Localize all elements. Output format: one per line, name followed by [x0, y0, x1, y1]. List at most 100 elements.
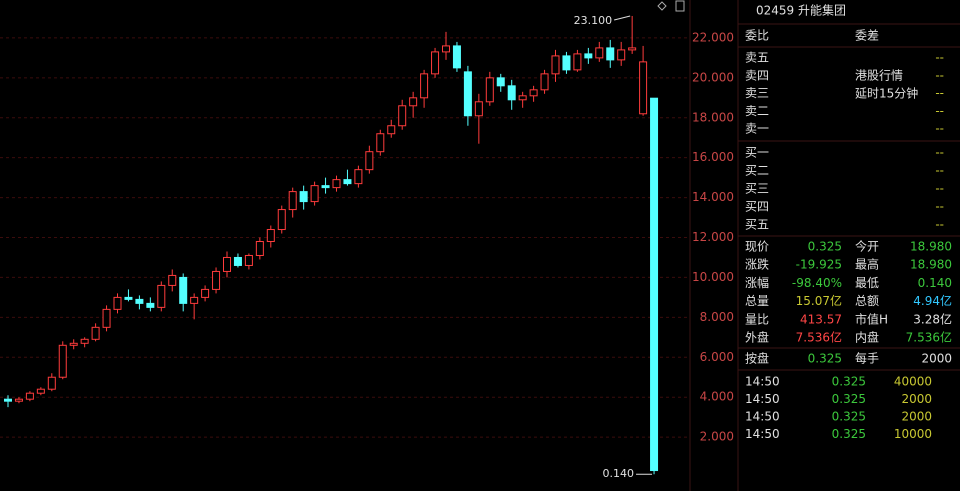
- stat-label: 市值H: [855, 311, 888, 326]
- trade-volume: 2000: [901, 392, 932, 406]
- board-value: 2000: [921, 352, 952, 366]
- candle-body: [299, 191, 308, 203]
- y-tick-label: 4.000: [700, 390, 734, 404]
- stat-value: -19.925: [796, 258, 842, 272]
- candle-body: [168, 274, 177, 286]
- annotation: 23.100: [574, 14, 613, 27]
- y-tick-label: 16.000: [692, 150, 734, 164]
- trade-volume: 40000: [894, 375, 932, 389]
- ask-value: --: [935, 122, 944, 136]
- candle-body: [420, 73, 429, 99]
- candle-body: [409, 97, 418, 107]
- stat-label: 现价: [745, 240, 769, 254]
- candle-body: [244, 254, 253, 266]
- candle-body: [69, 342, 78, 346]
- trade-time: 14:50: [745, 427, 780, 441]
- bid-value: --: [935, 164, 944, 178]
- candle-body: [573, 53, 582, 71]
- candle-body: [113, 296, 122, 310]
- stat-value: 18.980: [910, 240, 952, 254]
- candle-body: [584, 53, 593, 59]
- candle-body: [496, 77, 505, 87]
- candle-body: [157, 284, 166, 308]
- stat-value: -98.40%: [792, 276, 842, 290]
- candle-body: [442, 45, 450, 53]
- candle-body: [518, 95, 527, 101]
- stat-label: 外盘: [745, 330, 769, 345]
- quote-note: 延时15分钟: [855, 85, 918, 100]
- candle-body: [628, 47, 637, 51]
- trade-volume: 10000: [894, 427, 932, 441]
- candle-body: [650, 97, 659, 472]
- bid-value: --: [935, 182, 944, 196]
- board-value: 0.325: [808, 352, 842, 366]
- candle-body: [124, 296, 133, 300]
- y-tick-label: 14.000: [692, 190, 734, 204]
- bid-label: 买二: [745, 164, 769, 178]
- candle-body: [146, 302, 155, 308]
- bid-label: 买三: [745, 182, 769, 196]
- trade-volume: 2000: [901, 410, 932, 424]
- stat-label: 内盘: [855, 330, 879, 345]
- ask-value: --: [935, 68, 944, 82]
- bid-value: --: [935, 218, 944, 232]
- y-tick-label: 2.000: [700, 430, 734, 444]
- candle-body: [595, 47, 604, 59]
- candle-body: [14, 398, 23, 402]
- candle-body: [376, 133, 385, 153]
- candle-body: [36, 388, 45, 394]
- ask-value: --: [935, 51, 944, 65]
- candle-body: [321, 185, 330, 189]
- stat-label: 最低: [855, 276, 879, 290]
- candle-body: [529, 89, 538, 97]
- ask-label: 卖三: [745, 86, 769, 100]
- bid-label: 买四: [745, 200, 769, 214]
- ask-label: 卖二: [745, 104, 769, 118]
- stat-value: 0.325: [808, 240, 842, 254]
- ask-label: 卖四: [745, 68, 769, 82]
- order-ratio: 委比: [745, 29, 769, 43]
- candle-body: [387, 125, 396, 135]
- y-tick-label: 6.000: [700, 350, 734, 364]
- trade-time: 14:50: [745, 410, 780, 424]
- trade-price: 0.325: [832, 410, 866, 424]
- board-label: 每手: [855, 351, 879, 366]
- stat-label: 总量: [745, 294, 769, 308]
- y-tick-label: 18.000: [692, 110, 734, 124]
- candle-body: [507, 85, 516, 101]
- stat-value: 15.07亿: [796, 293, 842, 308]
- annotation-arrow: [614, 15, 631, 21]
- candle-body: [266, 229, 275, 243]
- candle-body: [255, 241, 264, 256]
- y-tick-label: 22.000: [692, 30, 734, 44]
- candle-body: [91, 326, 100, 340]
- candle-body: [485, 77, 494, 103]
- y-tick-label: 20.000: [692, 70, 734, 84]
- board-label: 按盘: [745, 351, 769, 366]
- candle-body: [606, 47, 615, 61]
- icon-panel[interactable]: [675, 0, 685, 12]
- y-tick-label: 12.000: [692, 230, 734, 244]
- trade-price: 0.325: [832, 392, 866, 406]
- candle-body: [201, 288, 210, 298]
- icon-diamond[interactable]: [657, 1, 667, 11]
- candle-body: [25, 392, 34, 400]
- stat-value: 0.140: [918, 276, 952, 290]
- order-diff: 委差: [855, 29, 879, 43]
- bid-value: --: [935, 146, 944, 160]
- candle-body: [365, 151, 374, 171]
- candle-body: [431, 51, 440, 75]
- stat-label: 量比: [745, 312, 769, 326]
- ask-label: 卖五: [745, 51, 769, 65]
- candle-body: [4, 398, 12, 402]
- candle-body: [179, 276, 188, 304]
- candle-body: [452, 45, 461, 69]
- ask-value: --: [935, 86, 944, 100]
- candle-body: [354, 169, 363, 185]
- candle-body: [398, 105, 407, 127]
- candle-body: [540, 73, 549, 91]
- stat-value: 4.94亿: [913, 293, 952, 308]
- stat-value: 413.57: [800, 312, 842, 326]
